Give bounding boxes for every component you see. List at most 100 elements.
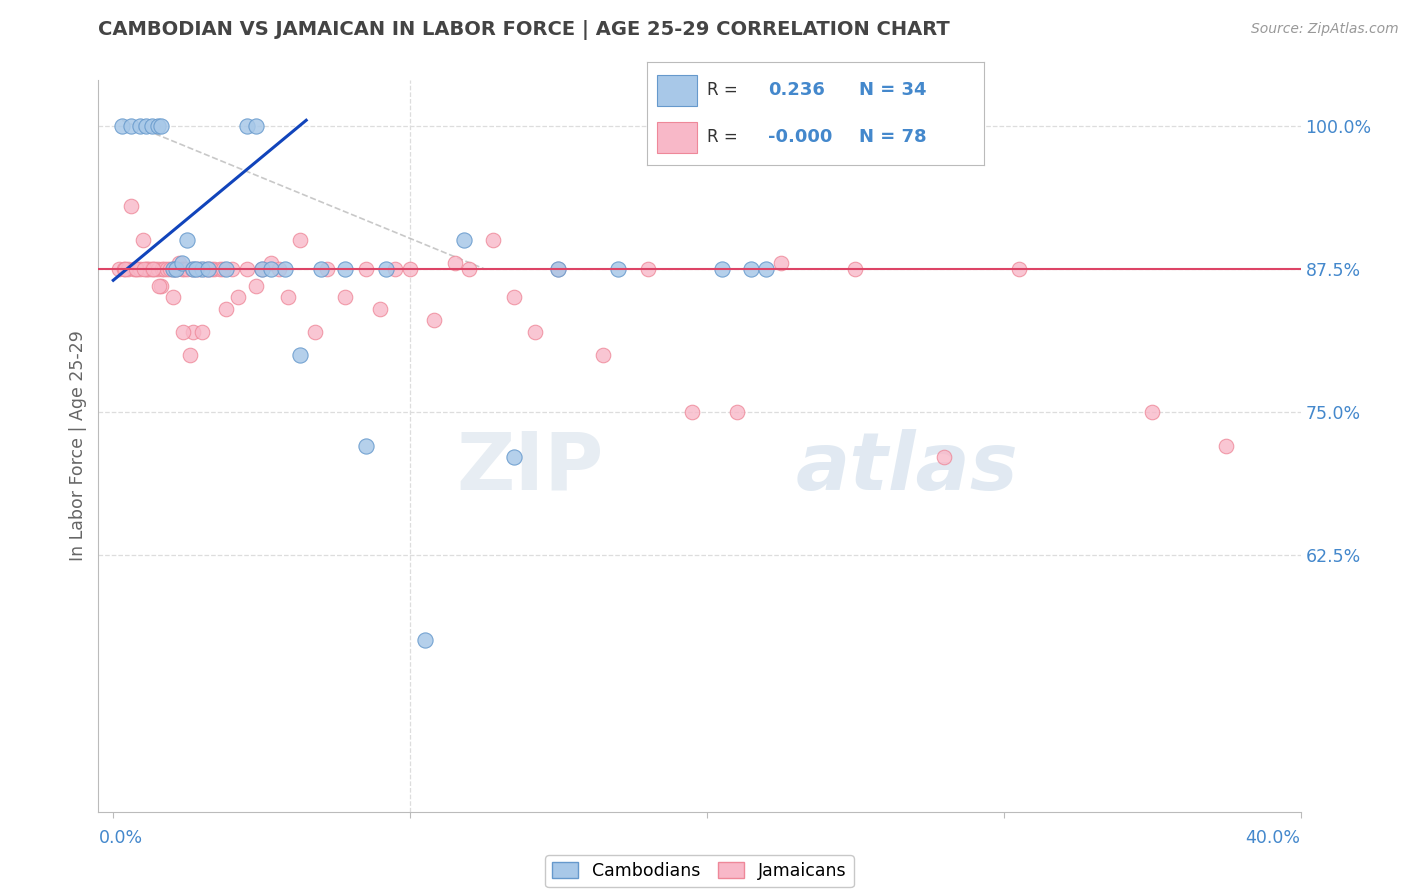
Point [333,290,356,304]
Point [148,279,170,293]
Point [191,261,214,276]
Point [503,450,526,465]
Point [370,301,392,316]
Point [197,261,219,276]
Point [215,301,238,316]
Point [259,261,281,276]
Bar [657,75,697,105]
Point [152,261,174,276]
Point [183,325,205,339]
Point [120,119,142,133]
Point [384,261,406,276]
Point [770,256,793,270]
Point [176,261,198,276]
Point [503,290,526,304]
Point [142,261,165,276]
Point [150,261,173,276]
Text: N = 78: N = 78 [859,128,927,146]
Point [163,261,186,276]
Point [354,261,377,276]
Point [274,261,297,276]
Text: ZIP: ZIP [456,429,603,507]
Point [176,233,198,247]
Point [132,233,155,247]
Point [226,290,249,304]
Point [156,261,179,276]
Point [333,261,356,276]
Point [141,119,163,133]
Point [399,261,422,276]
Point [111,119,134,133]
Point [245,279,267,293]
Text: -0.000: -0.000 [768,128,832,146]
Point [197,261,219,276]
Point [316,261,339,276]
Point [547,261,569,276]
Point [523,325,546,339]
Text: atlas: atlas [796,429,1018,507]
Point [180,261,204,276]
Point [236,119,259,133]
Point [277,290,299,304]
Point [146,119,169,133]
Point [443,256,465,270]
Point [186,261,208,276]
Point [173,261,195,276]
Point [149,279,172,293]
Point [108,261,131,276]
Text: N = 34: N = 34 [859,81,927,99]
Point [200,261,222,276]
Point [167,256,190,270]
Point [290,348,312,362]
Text: CAMBODIAN VS JAMAICAN IN LABOR FORCE | AGE 25-29 CORRELATION CHART: CAMBODIAN VS JAMAICAN IN LABOR FORCE | A… [98,21,950,40]
Point [135,261,157,276]
Point [681,405,703,419]
Y-axis label: In Labor Force | Age 25-29: In Labor Force | Age 25-29 [69,331,87,561]
Point [141,261,163,276]
Point [114,261,136,276]
Point [129,119,152,133]
Point [143,261,166,276]
Point [124,261,146,276]
Point [188,261,211,276]
Point [112,261,135,276]
Point [304,325,326,339]
Point [269,261,291,276]
Point [606,261,628,276]
Point [458,261,481,276]
Point [1007,261,1029,276]
Point [186,261,208,276]
Text: R =: R = [707,128,738,146]
Point [1140,405,1163,419]
Point [245,119,267,133]
Point [165,261,187,276]
Point [259,256,281,270]
Point [413,633,436,648]
Point [138,261,160,276]
Point [194,261,217,276]
Point [375,261,398,276]
Point [134,261,156,276]
Point [637,261,659,276]
Point [221,261,243,276]
Point [202,261,225,276]
Point [354,439,377,453]
Point [482,233,505,247]
Point [212,261,235,276]
Point [165,261,187,276]
Point [149,119,172,133]
Point [120,199,142,213]
Text: 40.0%: 40.0% [1246,829,1301,847]
Point [122,261,145,276]
Text: 0.0%: 0.0% [98,829,142,847]
Point [129,261,152,276]
Point [215,261,238,276]
Point [135,119,157,133]
Point [423,313,446,327]
Point [725,405,748,419]
Point [453,233,475,247]
Point [755,261,778,276]
Point [290,233,312,247]
Point [844,261,866,276]
Point [159,261,181,276]
